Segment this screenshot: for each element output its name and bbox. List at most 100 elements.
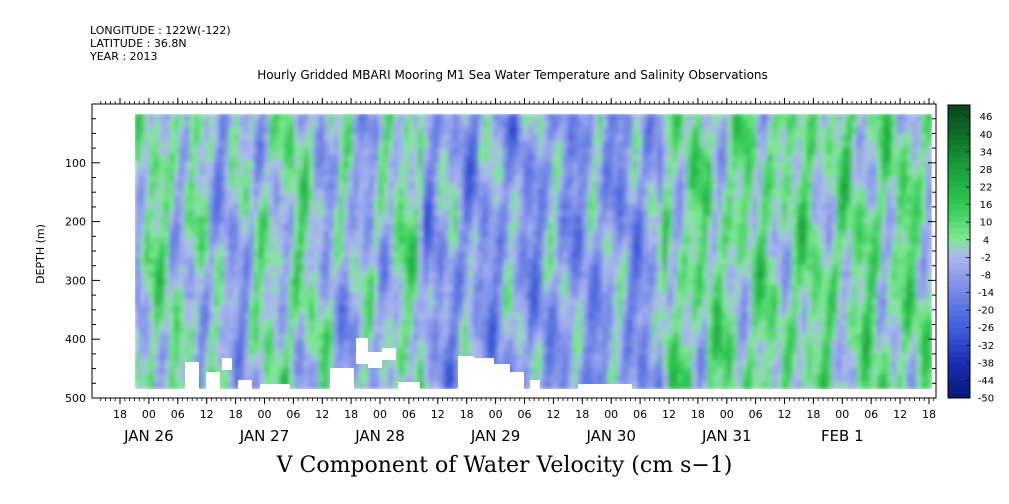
colorbar-label: 28 bbox=[980, 165, 993, 176]
y-tick-label: 400 bbox=[65, 333, 86, 346]
colorbar-swatch bbox=[948, 134, 970, 141]
colorbar-label: 22 bbox=[980, 183, 993, 194]
x-hour-tick-label: 18 bbox=[922, 408, 936, 421]
colorbar-swatch bbox=[948, 333, 970, 340]
colorbar-swatch bbox=[948, 233, 970, 241]
colorbar-swatch bbox=[948, 151, 970, 159]
x-date-label: FEB 1 bbox=[821, 427, 864, 445]
x-hour-tick-label: 06 bbox=[518, 408, 532, 421]
colorbar-swatch bbox=[948, 315, 970, 323]
colorbar-swatch bbox=[948, 110, 970, 118]
colorbar-label: -50 bbox=[978, 394, 994, 405]
colorbar-swatch bbox=[948, 228, 970, 235]
colorbar-swatch bbox=[948, 386, 970, 393]
x-hour-tick-label: 12 bbox=[315, 408, 329, 421]
colorbar-swatch bbox=[948, 239, 970, 246]
x-hour-tick-label: 06 bbox=[633, 408, 647, 421]
y-tick-label: 300 bbox=[65, 274, 86, 287]
colorbar-label: 10 bbox=[980, 218, 993, 229]
colorbar-label: -14 bbox=[978, 288, 994, 299]
x-hour-tick-label: 00 bbox=[142, 408, 156, 421]
x-hour-tick-label: 06 bbox=[864, 408, 878, 421]
x-hour-tick-label: 18 bbox=[460, 408, 474, 421]
colorbar-swatch bbox=[948, 374, 970, 381]
colorbar-swatch bbox=[948, 380, 970, 387]
colorbar-swatch bbox=[948, 351, 970, 358]
x-hour-tick-label: 00 bbox=[604, 408, 618, 421]
colorbar-swatch bbox=[948, 157, 970, 164]
variable-title: V Component of Water Velocity (cm s−1) bbox=[276, 453, 733, 478]
colorbar-swatch bbox=[948, 169, 970, 176]
colorbar-swatch bbox=[948, 339, 970, 346]
x-hour-tick-label: 18 bbox=[806, 408, 820, 421]
colorbar-swatch bbox=[948, 245, 970, 252]
x-date-label: JAN 30 bbox=[585, 427, 636, 445]
colorbar-swatch bbox=[948, 274, 970, 282]
x-hour-tick-label: 00 bbox=[373, 408, 387, 421]
colorbar-label: -8 bbox=[981, 270, 991, 281]
x-hour-tick-label: 00 bbox=[258, 408, 272, 421]
colorbar-swatch bbox=[948, 210, 970, 217]
x-hour-tick-label: 12 bbox=[431, 408, 445, 421]
colorbar-swatch bbox=[948, 304, 970, 311]
colorbar-swatch bbox=[948, 122, 970, 129]
latitude-label: LATITUDE : 36.8N bbox=[90, 37, 187, 50]
location-metadata: LONGITUDE : 122W(-122) LATITUDE : 36.8N … bbox=[90, 24, 231, 63]
x-date-label: JAN 27 bbox=[239, 427, 290, 445]
x-hour-tick-label: 00 bbox=[720, 408, 734, 421]
colorbar-swatch bbox=[948, 345, 970, 352]
heatmap-field bbox=[135, 114, 932, 389]
colorbar-swatch bbox=[948, 263, 970, 270]
colorbar-swatch bbox=[948, 292, 970, 299]
x-hour-tick-label: 18 bbox=[344, 408, 358, 421]
x-hour-tick-label: 18 bbox=[229, 408, 243, 421]
colorbar-swatch bbox=[948, 286, 970, 293]
colorbar-label: 34 bbox=[980, 147, 993, 158]
colorbar-swatch bbox=[948, 368, 970, 375]
colorbar-label: 46 bbox=[980, 112, 993, 123]
x-date-label: JAN 29 bbox=[470, 427, 521, 445]
x-hour-tick-label: 00 bbox=[489, 408, 503, 421]
colorbar-label: 16 bbox=[980, 200, 993, 211]
colorbar-label: -20 bbox=[978, 306, 994, 317]
colorbar-swatch bbox=[948, 321, 970, 328]
x-hour-tick-label: 12 bbox=[200, 408, 214, 421]
colorbar-swatch bbox=[948, 175, 970, 182]
year-label: YEAR : 2013 bbox=[90, 50, 158, 63]
x-date-label: JAN 31 bbox=[701, 427, 752, 445]
x-hour-tick-label: 06 bbox=[749, 408, 763, 421]
x-hour-tick-label: 06 bbox=[171, 408, 185, 421]
colorbar-swatch bbox=[948, 269, 970, 276]
colorbar: 46 40 34 28 22 16 10 4 -2 -8 -14 -20 -26 -32 -38 -44 -50 bbox=[947, 104, 994, 405]
y-tick-label: 100 bbox=[65, 157, 86, 170]
colorbar-label: -26 bbox=[978, 323, 994, 334]
x-hour-tick-label: 12 bbox=[893, 408, 907, 421]
colorbar-label: -38 bbox=[978, 358, 994, 369]
x-hour-tick-label: 18 bbox=[691, 408, 705, 421]
colorbar-label: -32 bbox=[978, 341, 994, 352]
colorbar-label: -44 bbox=[978, 376, 994, 387]
colorbar-swatch bbox=[948, 362, 970, 369]
x-hour-tick-label: 12 bbox=[546, 408, 560, 421]
colorbar-swatch bbox=[948, 204, 970, 211]
y-axis-label: DEPTH (m) bbox=[34, 224, 47, 284]
chart-title: Hourly Gridded MBARI Mooring M1 Sea Wate… bbox=[257, 68, 768, 82]
colorbar-swatch bbox=[948, 327, 970, 334]
axes: 18 00 06 12 18 00 06 12 18 00 06 12 18 00 06 12 18 00 06 12… bbox=[65, 98, 936, 445]
colorbar-swatch bbox=[948, 181, 970, 188]
colorbar-swatch bbox=[948, 356, 970, 364]
colorbar-swatch bbox=[948, 128, 970, 135]
colorbar-label: 40 bbox=[980, 130, 993, 141]
colorbar-swatch bbox=[948, 222, 970, 229]
colorbar-label: -2 bbox=[981, 253, 991, 264]
colorbar-swatch bbox=[948, 198, 970, 205]
colorbar-swatch bbox=[948, 251, 970, 258]
colorbar-swatch bbox=[948, 216, 970, 223]
x-hour-tick-label: 18 bbox=[113, 408, 127, 421]
x-date-label: JAN 28 bbox=[354, 427, 405, 445]
colorbar-swatch bbox=[948, 192, 970, 200]
colorbar-swatch bbox=[948, 105, 970, 112]
colorbar-swatch bbox=[948, 257, 970, 264]
colorbar-swatch bbox=[948, 298, 970, 305]
